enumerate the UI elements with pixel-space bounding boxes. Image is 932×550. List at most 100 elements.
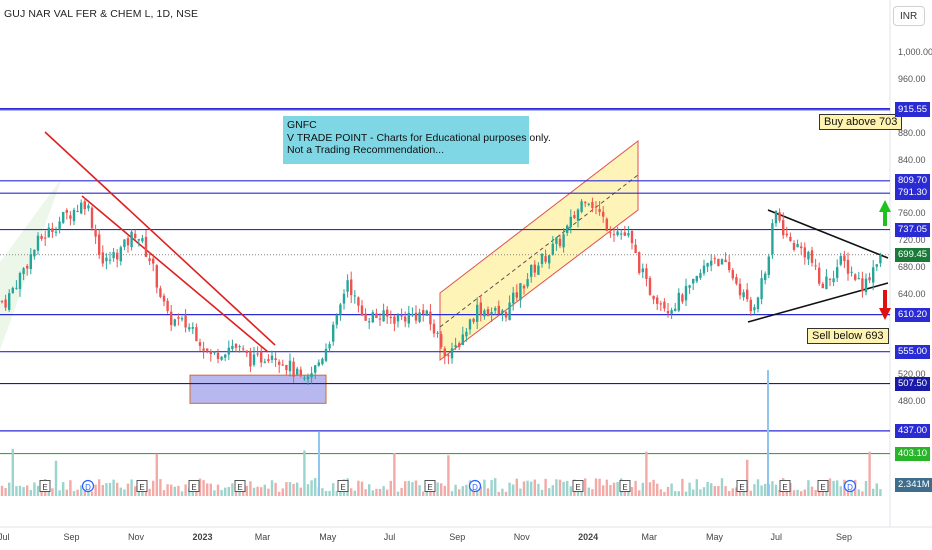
candle-body xyxy=(591,201,594,209)
candle-body xyxy=(202,348,205,351)
volume-bar xyxy=(447,455,450,496)
marker-letter: E xyxy=(575,483,580,492)
volume-bar xyxy=(87,490,90,496)
candle-body xyxy=(753,307,756,311)
volume-bar xyxy=(155,453,158,496)
candle-body xyxy=(0,301,4,303)
price-tick-label: 960.00 xyxy=(898,74,926,84)
volume-bar xyxy=(62,482,65,496)
volume-bar xyxy=(522,481,526,496)
candle-body xyxy=(512,292,515,304)
volume-bar xyxy=(519,488,522,496)
volume-bar xyxy=(602,485,605,496)
candle-body xyxy=(429,311,432,325)
volume-bar xyxy=(206,483,209,496)
volume-bar xyxy=(404,481,407,496)
candle-body xyxy=(612,234,616,236)
volume-bar xyxy=(652,479,655,496)
dividend-marker xyxy=(843,479,857,493)
volume-bar xyxy=(594,478,598,496)
candle-body xyxy=(540,253,544,264)
candle-body xyxy=(767,256,770,275)
downtrend-line xyxy=(81,195,269,353)
candle-body xyxy=(317,362,320,366)
volume-tag: 2.341M xyxy=(895,478,932,492)
volume-bar xyxy=(540,489,544,496)
volume-bar xyxy=(494,478,497,496)
volume-bar xyxy=(101,485,104,496)
candle-body xyxy=(44,237,47,239)
volume-bar xyxy=(641,482,644,496)
earnings-marker xyxy=(234,480,246,492)
candle-body xyxy=(569,216,572,228)
candle-body xyxy=(796,243,799,248)
currency-selector[interactable]: INR xyxy=(893,6,925,26)
volume-bar xyxy=(177,485,180,496)
candle-body xyxy=(836,267,839,278)
candle-body xyxy=(670,310,673,314)
candle-body xyxy=(414,312,418,321)
candle-body xyxy=(846,259,850,274)
volume-bar xyxy=(861,491,864,496)
price-tick-label: 880.00 xyxy=(898,127,926,138)
candle-body xyxy=(497,305,500,315)
candle-body xyxy=(756,297,760,310)
candle-body xyxy=(242,348,245,350)
candle-body xyxy=(335,315,338,325)
volume-bar xyxy=(879,489,882,496)
volume-bar xyxy=(231,483,234,496)
candle-body xyxy=(216,352,220,359)
time-tick-label: Mar xyxy=(641,532,658,542)
price-level-tag: 915.55 xyxy=(895,102,931,117)
volume-bar xyxy=(94,484,97,496)
volume-bar xyxy=(756,479,760,496)
candle-body xyxy=(702,265,706,274)
candle-body xyxy=(821,283,824,289)
candle-body xyxy=(400,315,403,317)
volume-bar xyxy=(414,480,418,496)
volume-bar xyxy=(371,490,374,496)
candle-body xyxy=(375,313,378,319)
candle-body xyxy=(792,242,796,250)
candle-body xyxy=(386,309,389,317)
dividend-marker xyxy=(81,479,95,493)
candle-body xyxy=(479,302,482,315)
volume-bar xyxy=(706,482,709,496)
volume-bar xyxy=(296,482,299,496)
volume-bar xyxy=(357,480,360,496)
candle-body xyxy=(789,236,792,242)
candle-body xyxy=(54,231,58,233)
candle-body xyxy=(166,300,169,312)
candle-body xyxy=(508,302,511,321)
candle-body xyxy=(134,233,137,239)
candle-body xyxy=(720,259,724,265)
candle-body xyxy=(526,279,529,287)
candle-body xyxy=(580,201,583,212)
earnings-marker xyxy=(337,480,349,492)
candle-body xyxy=(576,209,580,221)
candle-body xyxy=(195,327,198,342)
volume-bar xyxy=(285,482,288,496)
volume-bar xyxy=(681,478,684,496)
candle-body xyxy=(256,353,259,355)
note-line: V TRADE POINT - Charts for Educational p… xyxy=(287,131,551,144)
candle-body xyxy=(332,324,335,342)
candle-body xyxy=(515,292,518,298)
volume-bar xyxy=(724,486,727,496)
candle-body xyxy=(101,252,104,264)
marker-letter: E xyxy=(237,483,242,492)
volume-bar xyxy=(15,486,18,496)
volume-bar xyxy=(162,490,166,496)
candle-body xyxy=(472,318,475,322)
volume-bar xyxy=(486,488,490,496)
candle-body xyxy=(436,332,439,334)
volume-bar xyxy=(80,485,83,496)
buy-callout: Buy above 703 xyxy=(819,114,903,130)
candle-body xyxy=(220,356,223,360)
candle-body xyxy=(818,267,821,284)
volume-bar xyxy=(497,491,500,496)
volume-bar xyxy=(605,479,608,496)
volume-bar xyxy=(51,488,54,496)
